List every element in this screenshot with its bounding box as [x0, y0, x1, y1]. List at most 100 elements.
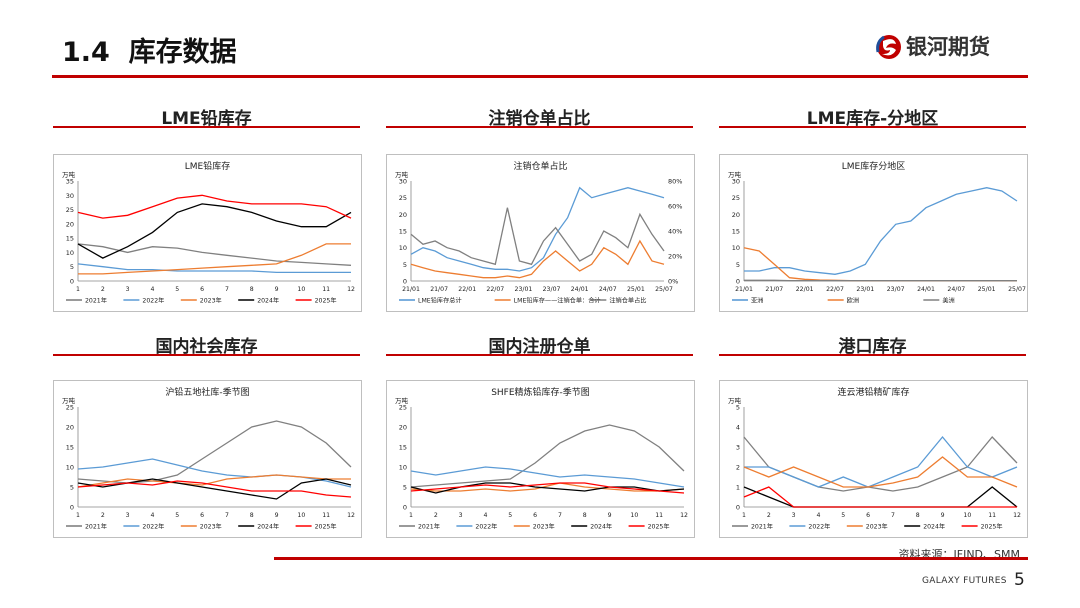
section-title-cancelled-warrants: 注销仓单占比	[488, 109, 591, 129]
x-tick-label: 9	[275, 512, 279, 519]
section-rule	[386, 126, 693, 128]
y-tick-label: 20	[66, 220, 74, 228]
x-tick-label: 6	[200, 286, 204, 293]
section-title-lme-region: LME库存-分地区	[806, 109, 939, 129]
series-line	[410, 207, 665, 266]
series-line	[744, 187, 1018, 275]
y-unit-label: 万吨	[728, 170, 742, 179]
x-tick-label: 1	[76, 286, 80, 293]
legend-label: 亚洲	[751, 298, 763, 305]
y-unit-label: 万吨	[395, 396, 409, 405]
series-line	[78, 243, 351, 275]
legend-label: 2023年	[200, 523, 222, 531]
x-tick-label: 3	[459, 512, 463, 519]
chart-social-stock: 沪铅五地社库-季节图 万吨 0 5 10 15 20 25 1 2 3 4 5 6 7 8 9 10 11 12 202…	[53, 380, 362, 538]
x-tick-label: 23/07	[543, 286, 561, 293]
y-tick-label: 0	[403, 278, 407, 286]
x-tick-label: 11	[655, 512, 663, 519]
x-tick-label: 9	[941, 512, 945, 519]
x-tick-label: 12	[1013, 512, 1021, 519]
y2-tick-label: 60%	[668, 203, 682, 211]
y-tick-label: 30	[732, 178, 740, 186]
y-tick-label: 5	[70, 484, 74, 492]
x-tick-label: 5	[175, 512, 179, 519]
y-tick-label: 5	[736, 404, 740, 412]
chart-cancelled-warrants: 注销仓单占比 万吨 0 5 10 15 20 25 30 0% 20% 40% 60% 80% 21/01 2…	[386, 154, 695, 312]
legend-label: 2024年	[257, 523, 279, 531]
series-line	[410, 239, 665, 279]
footer-company: GALAXY FUTURES	[922, 576, 1007, 586]
chart-lme-region: LME库存分地区 万吨 0 5 10 15 20 25 30 21/01 21/07 22/01 22/…	[719, 154, 1028, 312]
x-tick-label: 25/01	[627, 286, 645, 293]
x-tick-label: 23/01	[515, 286, 533, 293]
x-tick-label: 9	[275, 286, 279, 293]
x-tick-label: 1	[409, 512, 413, 519]
x-tick-label: 10	[630, 512, 638, 519]
chart-registered-warrants: SHFE精炼铅库存-季节图 万吨 0 5 10 15 20 25 1 2 3 4 5 6 7 8 9 10 11 12…	[386, 380, 695, 538]
y2-tick-label: 80%	[668, 178, 682, 186]
legend-label: 2024年	[923, 523, 945, 531]
y-tick-label: 20	[399, 211, 407, 219]
x-tick-label: 7	[558, 512, 562, 519]
y-tick-label: 5	[403, 484, 407, 492]
y-tick-label: 20	[732, 211, 740, 219]
y-tick-label: 20	[399, 424, 407, 432]
x-tick-label: 2	[434, 512, 438, 519]
x-tick-label: 11	[988, 512, 996, 519]
y-tick-label: 4	[736, 424, 740, 432]
y-tick-label: 0	[70, 278, 74, 286]
legend-label: 2022年	[475, 523, 497, 531]
x-tick-label: 8	[916, 512, 920, 519]
series-line	[410, 186, 665, 272]
x-tick-label: 3	[126, 286, 130, 293]
y2-tick-label: 40%	[668, 228, 682, 236]
series-line	[77, 474, 351, 488]
series-line	[410, 482, 685, 494]
legend-label: 2024年	[590, 523, 612, 531]
y-tick-label: 25	[66, 404, 74, 412]
y-unit-label: 万吨	[395, 170, 409, 179]
series-line	[743, 456, 1018, 488]
x-tick-label: 1	[742, 512, 746, 519]
x-tick-label: 4	[150, 512, 154, 519]
x-tick-label: 1	[76, 512, 80, 519]
x-tick-label: 8	[250, 512, 254, 519]
legend-label: 2025年	[981, 523, 1003, 531]
chart-title: 注销仓单占比	[513, 160, 567, 172]
chart-port-stock: 连云港铅精矿库存 万吨 0 1 2 3 4 5 1 2 3 4 5 6 7 8 9 10 11 12 2021年 2022…	[719, 380, 1028, 538]
chart-title: 沪铅五地社库-季节图	[165, 386, 249, 398]
x-tick-label: 7	[225, 286, 229, 293]
legend-label: 2025年	[315, 523, 337, 531]
legend-label: 2021年	[85, 523, 107, 531]
y-tick-label: 30	[399, 178, 407, 186]
y-unit-label: 万吨	[728, 396, 742, 405]
chart-title: SHFE精炼铅库存-季节图	[491, 386, 590, 398]
x-tick-label: 22/07	[486, 286, 504, 293]
x-tick-label: 7	[225, 512, 229, 519]
legend-label: 2022年	[142, 523, 164, 531]
legend-label: 2022年	[142, 297, 164, 305]
x-tick-label: 22/07	[826, 286, 844, 293]
legend-label: 欧洲	[847, 297, 859, 305]
chart-title: 连云港铅精矿库存	[837, 386, 909, 398]
y-tick-label: 15	[66, 235, 74, 243]
series-line	[743, 486, 1017, 508]
section-rule	[719, 126, 1026, 128]
x-tick-label: 25/07	[1008, 286, 1026, 293]
legend-label: 美洲	[942, 297, 954, 305]
x-tick-label: 4	[816, 512, 820, 519]
legend-label: LME铅库存——注销仓单：合计	[514, 297, 601, 305]
x-tick-label: 10	[963, 512, 971, 519]
x-tick-label: 25/07	[655, 286, 673, 293]
x-tick-label: 9	[608, 512, 612, 519]
series-line	[410, 482, 685, 492]
title-rule	[52, 75, 1028, 78]
section-rule	[386, 354, 693, 356]
series-line	[77, 194, 352, 219]
x-tick-label: 5	[841, 512, 845, 519]
y-tick-label: 0	[403, 504, 407, 512]
section-title-port-stock: 港口库存	[838, 337, 907, 357]
y-tick-label: 1	[736, 484, 740, 492]
